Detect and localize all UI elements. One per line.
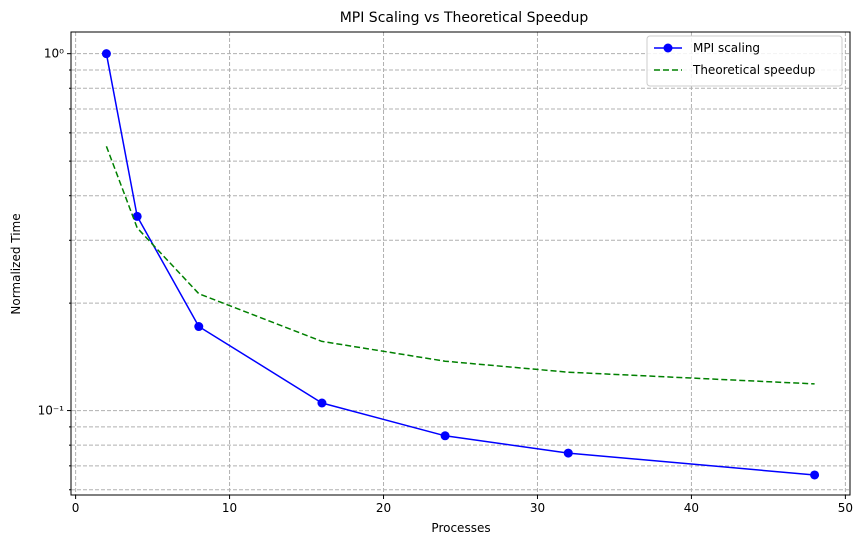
legend-box <box>646 35 843 87</box>
chart-title: MPI Scaling vs Theoretical Speedup <box>340 10 589 26</box>
series-line-theoretical-speedup <box>105 146 815 385</box>
data-point-mpi-scaling <box>440 431 450 441</box>
x-tick-label: 20 <box>376 501 391 515</box>
legend-marker-mpi-scaling <box>663 43 673 53</box>
data-point-mpi-scaling <box>101 49 111 59</box>
axes: 0 10 20 30 40 50 10⁻¹ 10⁰ <box>38 47 853 515</box>
x-tick-label: 0 <box>72 501 80 515</box>
x-tick-label: 50 <box>838 501 853 515</box>
legend-label-theoretical-speedup: Theoretical speedup <box>692 63 815 77</box>
y-tick-label: 10⁻¹ <box>38 404 65 418</box>
data-point-mpi-scaling <box>132 211 142 221</box>
data-point-mpi-scaling <box>810 470 820 480</box>
legend: MPI scaling Theoretical speedup <box>646 35 843 87</box>
y-tick-label: 10⁰ <box>44 47 64 61</box>
x-tick-label: 10 <box>222 501 237 515</box>
data-point-mpi-scaling <box>194 322 204 332</box>
y-axis-label: Normalized Time <box>9 213 23 314</box>
data-point-mpi-scaling <box>563 448 573 458</box>
plot-frame <box>70 31 851 496</box>
x-tick-label: 30 <box>530 501 545 515</box>
legend-label-mpi-scaling: MPI scaling <box>693 41 760 55</box>
grid <box>71 32 850 495</box>
x-axis-label: Processes <box>431 521 490 535</box>
x-tick-label: 40 <box>684 501 699 515</box>
series-layer <box>101 49 820 480</box>
data-point-mpi-scaling <box>317 398 327 408</box>
